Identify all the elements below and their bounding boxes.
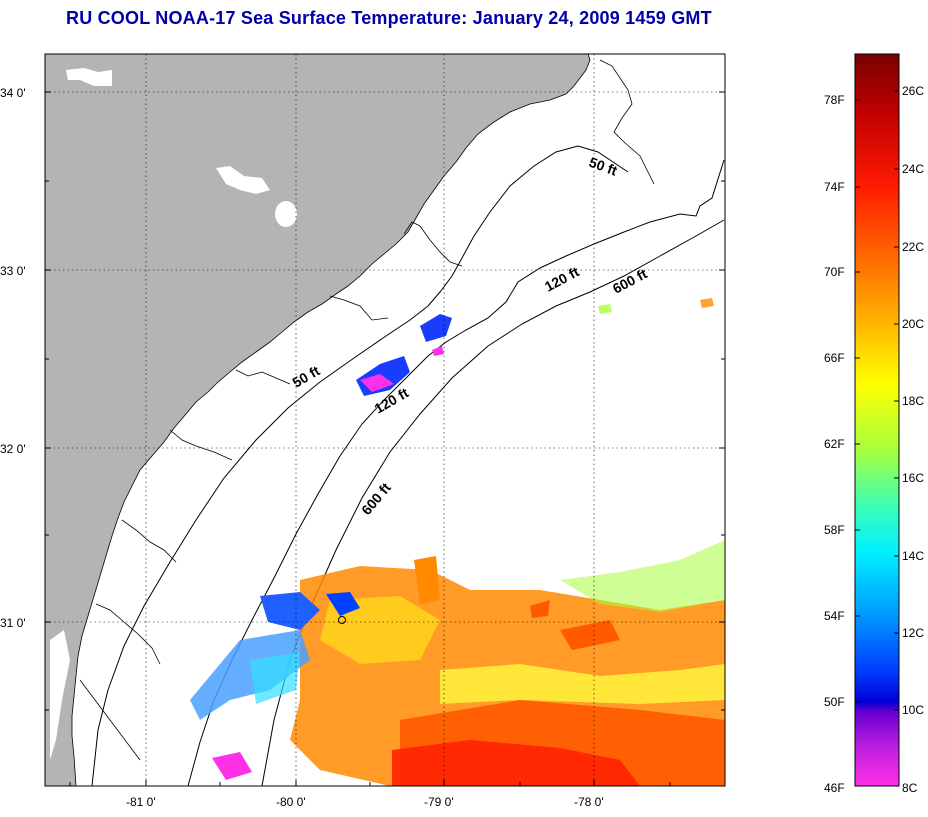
land-cloud-patch <box>275 201 297 227</box>
map-title: RU COOL NOAA-17 Sea Surface Temperature:… <box>66 8 712 28</box>
map-border <box>44 53 726 787</box>
coastline-detail <box>79 59 655 761</box>
lat-tick-label: 33 0' <box>0 264 26 278</box>
colorbar-ticks <box>855 90 899 711</box>
colorbar-f-label: 70F <box>824 265 845 279</box>
colorbar-c-label: 12C <box>902 626 924 640</box>
colorbar-c-label: 20C <box>902 317 924 331</box>
colorbar-f-label: 58F <box>824 523 845 537</box>
colorbar-c-label: 10C <box>902 703 924 717</box>
lat-tick-label: 31 0' <box>0 616 26 630</box>
station-marker <box>338 616 346 624</box>
colorbar-f-label: 50F <box>824 695 845 709</box>
colorbar-f-label: 74F <box>824 180 845 194</box>
sst-data-swath <box>190 298 725 786</box>
land-cloud-patch <box>66 68 112 86</box>
colorbar-c-label: 26C <box>902 84 924 98</box>
colorbar-c-label: 18C <box>902 394 924 408</box>
colorbar-c-label: 22C <box>902 240 924 254</box>
colorbar-f-label: 54F <box>824 609 845 623</box>
isobath-50ft <box>91 145 629 786</box>
axis-ticks <box>45 91 725 786</box>
colorbar-c-label: 16C <box>902 471 924 485</box>
colorbar-f-label: 66F <box>824 351 845 365</box>
land-cloud-patch <box>216 166 270 194</box>
colorbar-c-label: 24C <box>902 162 924 176</box>
map-panel: 34 0' 33 0' 32 0' 31 0' -81 0' -80 0' -7… <box>0 53 726 809</box>
graticule <box>45 54 725 786</box>
colorbar: 78F 74F 70F 66F 62F 58F 54F 50F 46F 26C … <box>824 53 924 795</box>
colorbar-f-label: 46F <box>824 781 845 795</box>
colorbar-f-label: 62F <box>824 437 845 451</box>
colorbar-f-label: 78F <box>824 93 845 107</box>
lon-tick-label: -80 0' <box>276 795 306 809</box>
lon-tick-label: -78 0' <box>574 795 604 809</box>
lon-tick-label: -81 0' <box>126 795 156 809</box>
lon-tick-label: -79 0' <box>424 795 454 809</box>
land-cloud-patch <box>50 630 70 760</box>
lat-tick-label: 34 0' <box>0 86 26 100</box>
colorbar-scale <box>854 53 900 787</box>
land-mass <box>45 54 591 786</box>
colorbar-c-label: 14C <box>902 549 924 563</box>
colorbar-c-label: 8C <box>902 781 918 795</box>
lat-tick-label: 32 0' <box>0 442 26 456</box>
